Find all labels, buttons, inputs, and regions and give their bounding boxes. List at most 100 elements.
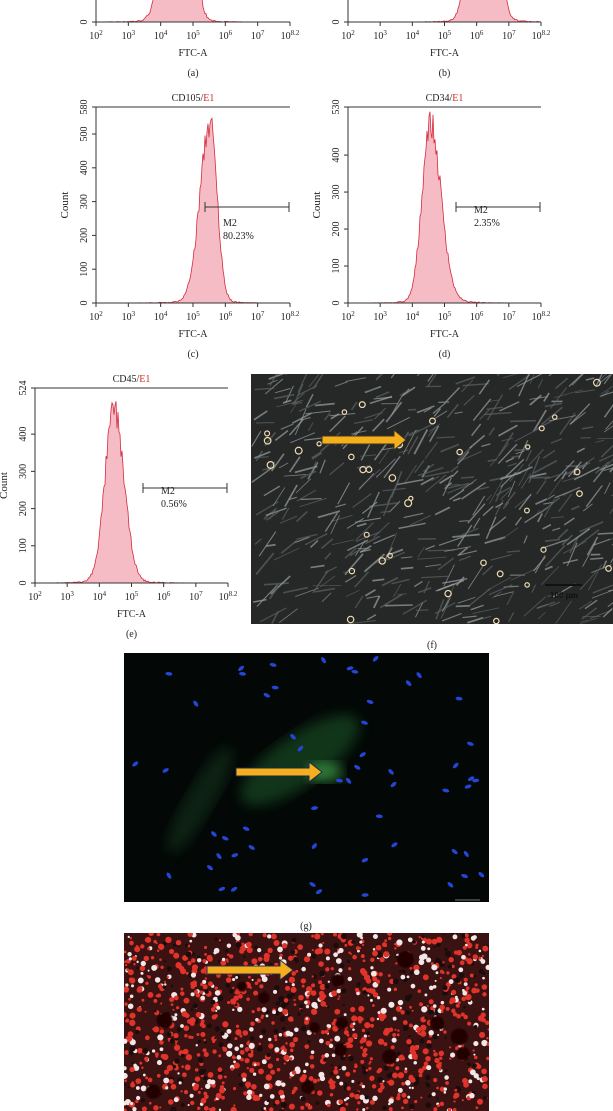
- cell: [373, 534, 395, 545]
- cell: [273, 547, 300, 561]
- tissue: [254, 981, 259, 986]
- tissue: [310, 1050, 315, 1054]
- cell: [455, 604, 471, 608]
- tissue: [195, 992, 201, 998]
- cell: [319, 442, 331, 453]
- cell: [459, 520, 469, 522]
- tissue: [431, 964, 438, 971]
- tissue: [328, 1041, 331, 1044]
- tissue: [159, 958, 162, 962]
- cell: [520, 473, 532, 489]
- tissue: [408, 1086, 412, 1089]
- tissue: [199, 1058, 204, 1064]
- cell: [516, 374, 543, 388]
- tissue: [425, 1083, 431, 1088]
- tissue: [172, 1064, 176, 1069]
- tissue: [482, 1083, 488, 1090]
- tissue: [265, 1074, 272, 1081]
- tick-exponent: 5: [196, 29, 200, 37]
- tissue: [360, 936, 364, 940]
- tissue: [418, 954, 425, 961]
- cell: [345, 590, 360, 597]
- cell: [456, 445, 473, 462]
- tick-base: 10: [157, 592, 167, 603]
- tissue: [438, 1067, 442, 1071]
- nucleus: [464, 784, 472, 789]
- cell: [592, 374, 594, 375]
- tissue: [131, 1061, 134, 1065]
- tissue: [473, 1073, 479, 1079]
- tissue: [384, 944, 388, 948]
- tissue: [359, 1094, 365, 1100]
- nucleus: [231, 853, 239, 858]
- tissue: [189, 1093, 194, 1098]
- tissue: [144, 1056, 149, 1062]
- tissue: [168, 948, 175, 955]
- tissue: [125, 983, 129, 987]
- tissue: [411, 1086, 414, 1090]
- tissue: [427, 947, 431, 951]
- tick-exponent: 4: [416, 29, 420, 37]
- tissue: [263, 1107, 267, 1110]
- tissue: [448, 979, 454, 985]
- tissue: [214, 1014, 218, 1018]
- x-tick-label: 107: [251, 310, 265, 323]
- tissue: [232, 977, 236, 982]
- tissue: [377, 1067, 383, 1073]
- tissue: [227, 1043, 233, 1049]
- tissue: [366, 1018, 369, 1021]
- tissue: [291, 1089, 296, 1094]
- tissue: [329, 1083, 336, 1090]
- cell: [264, 378, 284, 395]
- cell: [305, 393, 314, 408]
- tissue: [426, 1004, 429, 1008]
- nucleus: [321, 657, 326, 664]
- tissue: [342, 1003, 346, 1007]
- x-axis-label: FTC-A: [179, 48, 209, 59]
- tissue: [330, 1072, 334, 1076]
- tissue: [461, 1099, 464, 1102]
- tissue: [333, 942, 339, 949]
- x-tick-label: 102: [341, 29, 355, 42]
- cell: [495, 486, 511, 496]
- tissue: [405, 1080, 411, 1086]
- tissue: [376, 1017, 380, 1021]
- nucleus: [335, 778, 343, 783]
- gate-percent: 0.56%: [161, 499, 187, 510]
- cell: [312, 570, 329, 594]
- tissue: [418, 959, 425, 966]
- tick-base: 10: [532, 31, 542, 42]
- tissue: [291, 949, 296, 954]
- cell: [280, 539, 298, 555]
- cell: [424, 471, 450, 478]
- tissue: [300, 1105, 305, 1110]
- cell: [595, 374, 603, 388]
- cell: [447, 482, 470, 489]
- round-cell: [294, 446, 303, 455]
- y-tick-label: 400: [79, 160, 90, 175]
- cell: [409, 514, 432, 526]
- cell: [595, 439, 605, 443]
- cell: [381, 576, 399, 587]
- panel-label: (g): [300, 921, 312, 932]
- tissue: [419, 1002, 422, 1005]
- cell: [545, 544, 566, 567]
- cell: [540, 565, 560, 585]
- round-cell: [348, 453, 355, 461]
- tissue: [202, 1048, 207, 1053]
- tissue: [402, 1098, 409, 1105]
- cell: [533, 556, 547, 572]
- tissue: [304, 1044, 310, 1049]
- tissue: [330, 967, 334, 971]
- tissue: [174, 1037, 178, 1041]
- tissue: [291, 992, 295, 996]
- tissue: [445, 1081, 449, 1085]
- cell: [437, 557, 455, 571]
- tissue: [159, 1106, 162, 1109]
- cell: [490, 554, 512, 561]
- cell: [421, 575, 449, 579]
- cell: [391, 578, 410, 585]
- nucleus: [242, 826, 250, 831]
- tissue: [177, 1009, 180, 1012]
- tissue: [261, 1007, 267, 1013]
